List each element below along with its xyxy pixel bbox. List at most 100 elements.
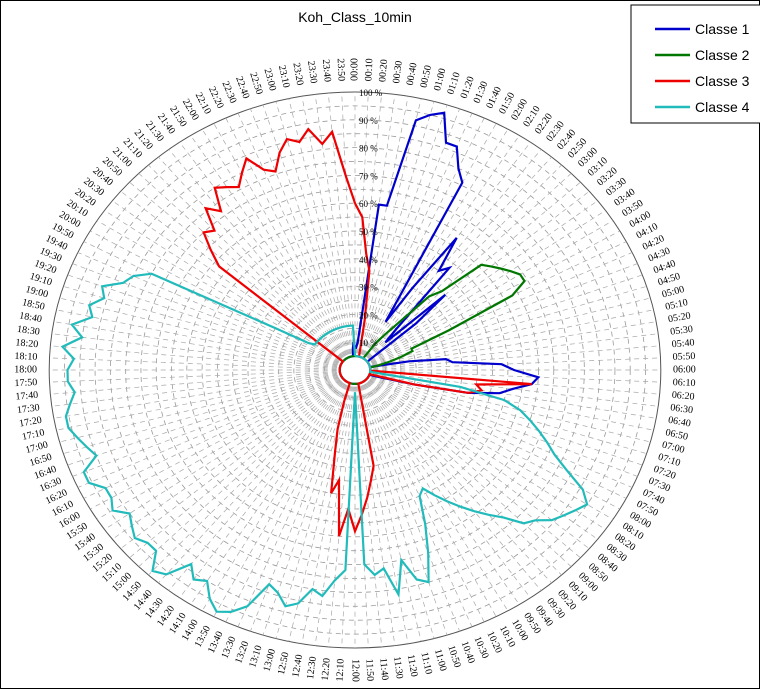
- grid-spoke: [370, 378, 614, 520]
- angular-tick-label: 23:50: [335, 58, 347, 81]
- grid-spoke: [51, 333, 337, 369]
- grid-spoke: [372, 375, 643, 466]
- grid-spoke: [357, 386, 396, 646]
- legend-box: [630, 4, 760, 124]
- grid-spoke: [341, 92, 355, 354]
- angular-tick-label: 17:50: [14, 377, 37, 389]
- grid-spoke: [59, 373, 338, 443]
- grid-spoke: [363, 384, 509, 611]
- grid-spoke: [373, 371, 659, 407]
- grid-spoke: [356, 93, 383, 354]
- grid-spoke: [168, 149, 345, 358]
- angular-tick-label: 05:10: [664, 297, 689, 313]
- legend-label-3: Classe 3: [695, 73, 750, 89]
- angular-tick-label: 05:20: [667, 310, 691, 325]
- grid-spoke: [364, 135, 520, 357]
- grid-spoke: [373, 370, 661, 383]
- radial-tick-label: 50 %: [359, 227, 378, 237]
- grid-spoke: [373, 321, 657, 368]
- grid-spoke: [359, 386, 435, 639]
- angular-tick-label: 12:30: [305, 656, 319, 680]
- angular-tick-label: 00:10: [363, 58, 375, 81]
- angular-tick-label: 12:40: [290, 654, 305, 678]
- grid-spoke: [56, 373, 338, 431]
- angular-tick-label: 17:10: [21, 427, 46, 443]
- grid-spoke: [301, 386, 353, 644]
- grid-spoke: [301, 96, 353, 354]
- grid-spoke: [63, 286, 338, 366]
- polar-grid: [48, 91, 662, 649]
- angular-tick-label: 06:10: [672, 377, 695, 389]
- grid-spoke: [371, 377, 627, 499]
- grid-ring: [64, 105, 646, 635]
- grid-spoke: [67, 274, 338, 365]
- radial-tick-label: 30 %: [359, 283, 378, 293]
- grid-spoke: [371, 241, 627, 363]
- grid-spoke: [77, 252, 339, 364]
- grid-spoke: [138, 381, 343, 567]
- grid-spoke: [158, 156, 344, 358]
- angular-tick-label: 18:40: [18, 310, 42, 325]
- angular-tick-label: 00:30: [391, 60, 405, 84]
- grid-spoke: [369, 379, 606, 530]
- grid-spoke: [364, 383, 520, 605]
- grid-spoke: [90, 377, 340, 510]
- grid-spoke: [368, 380, 590, 549]
- grid-spoke: [63, 374, 338, 454]
- grid-spoke: [275, 386, 351, 639]
- grid-spoke: [356, 386, 383, 647]
- grid-spoke: [50, 371, 337, 395]
- grid-spoke: [369, 210, 606, 361]
- grid-spoke: [366, 382, 552, 584]
- angular-tick-label: 23:20: [290, 62, 305, 86]
- grid-spoke: [365, 149, 542, 358]
- grid-spoke: [96, 378, 340, 520]
- grid-spoke: [360, 104, 448, 355]
- grid-spoke: [360, 385, 460, 632]
- grid-spoke: [359, 101, 435, 354]
- angular-tick-label: 11:50: [363, 659, 375, 682]
- radial-labels: 10 % 20 % 30 % 40 % 50 % 60 % 70 % 80 % 90 % 100 …: [359, 88, 383, 348]
- grid-spoke: [72, 263, 339, 364]
- grid-spoke: [179, 383, 345, 598]
- angular-tick-label: 00:50: [418, 64, 434, 89]
- angular-tick-label: 11:10: [418, 651, 434, 675]
- grid-spoke: [372, 297, 651, 367]
- grid-spoke: [357, 96, 409, 354]
- grid-spoke: [250, 108, 350, 355]
- grid-spoke: [372, 309, 654, 367]
- grid-spoke: [56, 309, 338, 367]
- grid-spoke: [201, 384, 347, 611]
- angular-tick-label: 06:00: [673, 365, 696, 376]
- grid-spoke: [50, 345, 337, 369]
- grid-spoke: [367, 382, 562, 576]
- grid-spoke: [371, 376, 633, 488]
- angular-tick-label: 18:50: [21, 297, 46, 313]
- grid-spoke: [365, 382, 542, 591]
- grid-spoke: [59, 297, 338, 367]
- angular-tick-label: 06:30: [670, 402, 694, 416]
- grid-spoke: [112, 200, 341, 361]
- grid-spoke: [77, 376, 339, 488]
- grid-spoke: [96, 220, 340, 362]
- grid-spoke: [158, 382, 344, 584]
- angular-tick-label: 12:10: [335, 659, 347, 682]
- angular-tick-label: 11:20: [405, 654, 420, 678]
- grid-spoke: [112, 379, 341, 540]
- grid-spoke: [148, 382, 343, 576]
- legend: Classe 1 Classe 2 Classe 3 Classe 4: [630, 4, 760, 124]
- grid-ring: [140, 174, 570, 566]
- grid-spoke: [168, 382, 345, 591]
- grid-spoke: [327, 386, 354, 647]
- grid-spoke: [213, 123, 347, 356]
- grid-spoke: [369, 200, 598, 361]
- grid-spoke: [129, 381, 342, 559]
- grid-spoke: [104, 210, 341, 361]
- grid-spoke: [367, 381, 572, 567]
- grid-spoke: [370, 377, 620, 510]
- series-line-4: [60, 272, 589, 614]
- radial-tick-label: 100 %: [359, 88, 383, 98]
- grid-spoke: [250, 385, 350, 632]
- grid-spoke: [104, 379, 341, 530]
